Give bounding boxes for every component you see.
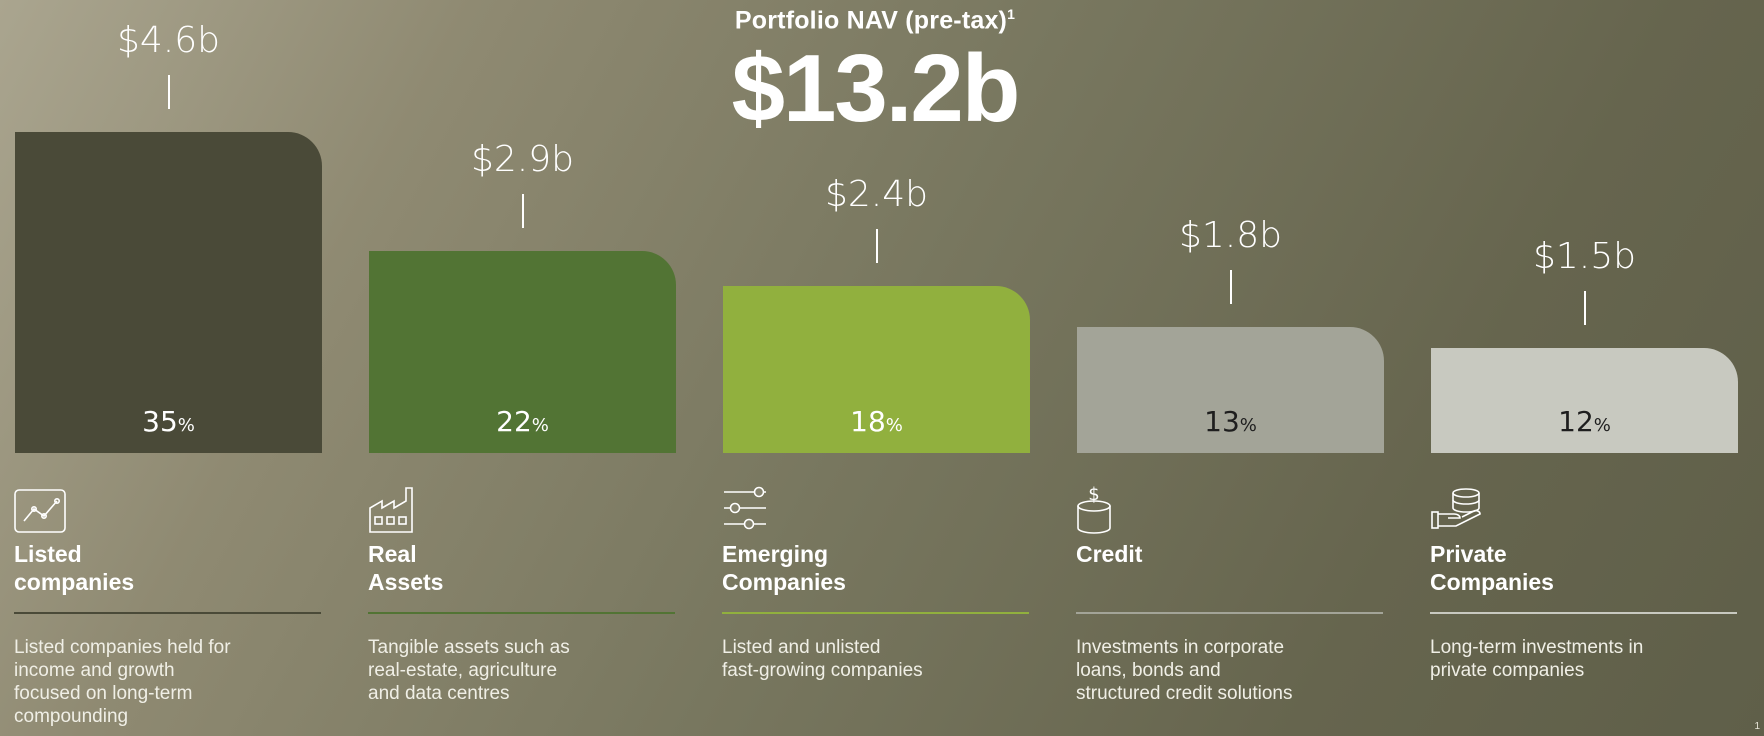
percent-unit: % bbox=[885, 415, 903, 436]
percent-number: 18 bbox=[850, 405, 886, 438]
category-panel: Emerging Companies Listed and unlisted fast… bbox=[722, 484, 1029, 682]
percent-label: 12% bbox=[1431, 405, 1738, 438]
category-description: Investments in corporate loans, bonds and… bbox=[1076, 637, 1293, 704]
category-title: Credit bbox=[1076, 541, 1143, 567]
bar-1 bbox=[15, 132, 322, 453]
value-label: $1.8b bbox=[1178, 215, 1282, 257]
value-label: $2.4b bbox=[824, 173, 928, 215]
line-chart-icon bbox=[14, 484, 68, 534]
category-divider bbox=[368, 612, 675, 614]
category-description: Listed companies held for income and grow… bbox=[14, 637, 231, 727]
bar-2 bbox=[369, 250, 676, 453]
percent-unit: % bbox=[531, 415, 549, 436]
percent-number: 12 bbox=[1558, 405, 1594, 438]
total-nav-value: $13.2b bbox=[731, 35, 1021, 143]
category-title: Private Companies bbox=[1430, 541, 1554, 595]
category-panel: Listed companies Listed companies held for… bbox=[14, 484, 321, 728]
bar-3 bbox=[723, 285, 1030, 453]
bar-5 bbox=[1431, 348, 1738, 453]
percent-unit: % bbox=[1593, 415, 1611, 436]
percent-label: 13% bbox=[1077, 405, 1384, 438]
percent-number: 22 bbox=[496, 405, 532, 438]
percent-unit: % bbox=[177, 415, 195, 436]
factory-icon bbox=[368, 484, 422, 534]
category-panel: $ Credit Investments in corporate loans, bo… bbox=[1076, 484, 1383, 705]
value-label: $1.5b bbox=[1532, 236, 1636, 278]
percent-number: 13 bbox=[1204, 405, 1240, 438]
percent-label: 18% bbox=[723, 405, 1030, 438]
category-description: Long-term investments in private companie… bbox=[1430, 637, 1644, 681]
category-title: Listed companies bbox=[14, 541, 135, 595]
chart-title: Portfolio NAV (pre-tax)1 bbox=[660, 6, 1090, 35]
hand-coins-icon bbox=[1430, 484, 1484, 534]
category-description: Listed and unlisted fast-growing companie… bbox=[722, 637, 923, 681]
percent-label: 35% bbox=[15, 405, 322, 438]
bar-4 bbox=[1077, 327, 1384, 453]
category-panel: Private Companies Long-term investments in… bbox=[1430, 484, 1737, 682]
value-connector-line bbox=[521, 193, 524, 228]
value-connector-line bbox=[1229, 270, 1232, 305]
category-divider bbox=[722, 612, 1029, 614]
value-connector-line bbox=[875, 228, 878, 263]
svg-text:$: $ bbox=[1088, 484, 1099, 505]
value-label: $4.6b bbox=[116, 20, 220, 61]
percent-unit: % bbox=[1239, 415, 1257, 436]
category-divider bbox=[1430, 612, 1737, 614]
page-number: 1 bbox=[1754, 721, 1760, 732]
category-divider bbox=[1076, 612, 1383, 614]
category-description: Tangible assets such as real-estate, agri… bbox=[368, 637, 570, 704]
category-title: Emerging Companies bbox=[722, 541, 846, 595]
value-label: $2.9b bbox=[470, 138, 574, 180]
value-connector-line bbox=[167, 75, 170, 109]
category-panel: Real Assets Tangible assets such as real-es… bbox=[368, 484, 675, 705]
category-divider bbox=[14, 612, 321, 614]
chart-header: Portfolio NAV (pre-tax)1 $13.2b bbox=[660, 6, 1090, 137]
value-connector-line bbox=[1583, 291, 1586, 326]
category-title: Real Assets bbox=[368, 541, 444, 595]
percent-label: 22% bbox=[369, 405, 676, 438]
percent-number: 35 bbox=[142, 405, 178, 438]
chart-title-text: Portfolio NAV (pre-tax) bbox=[734, 6, 1008, 35]
sliders-icon bbox=[722, 484, 776, 534]
footnote-marker: 1 bbox=[1007, 6, 1016, 22]
coin-stack-dollar-icon: $ bbox=[1076, 484, 1130, 534]
